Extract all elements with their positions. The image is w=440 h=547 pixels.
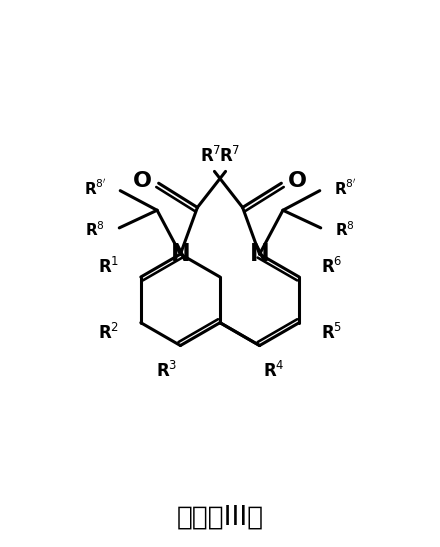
Text: R$^{8'}$: R$^{8'}$ bbox=[84, 179, 106, 199]
Text: R$^1$: R$^1$ bbox=[98, 257, 119, 277]
Text: R$^{8'}$: R$^{8'}$ bbox=[334, 179, 356, 199]
Text: R$^8$: R$^8$ bbox=[85, 220, 105, 239]
Text: N: N bbox=[171, 242, 190, 266]
Text: R$^8$: R$^8$ bbox=[335, 220, 355, 239]
Text: 通式（III）: 通式（III） bbox=[176, 504, 264, 531]
Text: R$^2$: R$^2$ bbox=[98, 323, 119, 342]
Text: R$^4$: R$^4$ bbox=[263, 362, 284, 381]
Text: R$^7$: R$^7$ bbox=[219, 146, 240, 166]
Text: R$^7$: R$^7$ bbox=[200, 146, 221, 166]
Text: R$^6$: R$^6$ bbox=[321, 257, 343, 277]
Text: O: O bbox=[288, 171, 307, 191]
Text: N: N bbox=[250, 242, 269, 266]
Text: R$^3$: R$^3$ bbox=[156, 362, 177, 381]
Text: R$^5$: R$^5$ bbox=[321, 323, 342, 342]
Text: O: O bbox=[133, 171, 152, 191]
